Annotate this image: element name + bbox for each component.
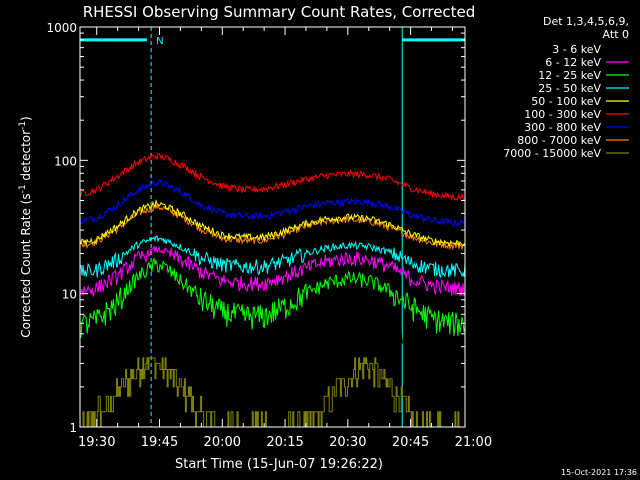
x-tick-label: 19:45 [141,435,178,450]
series-line [80,235,465,279]
series-line [80,179,465,227]
y-tick-label: 100 [54,154,77,168]
y-axis-label-exponent: -1 [18,184,28,193]
legend-header-line: Att 0 [603,28,629,41]
legend-entry-label: 25 - 50 keV [538,82,601,95]
night-annotation-label: N [156,36,163,47]
axis-ticks: 1 10 100 1000 19:30 19:45 20:00 20:15 20:30 20:45… [46,21,492,450]
y-axis-label-part: Corrected Count Rate (s [19,193,33,337]
series-line [80,203,465,251]
plot-frame [79,26,466,428]
legend-header-line: Det 1,3,4,5,6,9, [543,15,629,28]
date-stamp: 15-Oct-2021 17:36 [561,468,637,477]
legend-entry-label: 300 - 800 keV [524,121,601,134]
x-tick-label: 19:30 [78,435,115,450]
legend-entry-label: 12 - 25 keV [538,69,601,82]
legend-entry-label: 800 - 7000 keV [517,134,601,147]
x-tick-label: 20:15 [266,435,303,450]
x-tick-label: 20:00 [204,435,241,450]
series-lines [80,152,465,427]
legend-entry-label: 3 - 6 keV [552,43,601,56]
x-axis-label: Start Time (15-Jun-07 19:26:22) [175,457,383,472]
legend-entry-label: 6 - 12 keV [545,56,601,69]
y-axis-label-part: ) [19,116,33,121]
y-tick-label: 1000 [46,21,77,35]
y-axis-label: Corrected Count Rate (s-1 detector-1) [18,116,33,337]
series-line [80,257,465,338]
series-line [80,357,465,427]
x-tick-label: 20:45 [392,435,429,450]
series-line [80,198,465,247]
series-line [80,245,465,297]
chart-title: RHESSI Observing Summary Count Rates, Co… [83,3,476,21]
series-line [80,275,465,370]
legend-entry-label: 100 - 300 keV [524,108,601,121]
y-tick-label: 10 [62,288,77,302]
series-line [80,152,465,202]
y-axis-label-exponent: -1 [18,121,28,130]
y-axis-label-part: detector [19,130,33,185]
y-tick-label: 1 [69,421,77,435]
annotations: N [156,36,163,47]
x-tick-label: 20:30 [329,435,366,450]
x-tick-label: 21:00 [455,435,492,450]
legend-entry-label: 50 - 100 keV [531,95,601,108]
legend-entry-label: 7000 - 15000 keV [503,147,601,160]
